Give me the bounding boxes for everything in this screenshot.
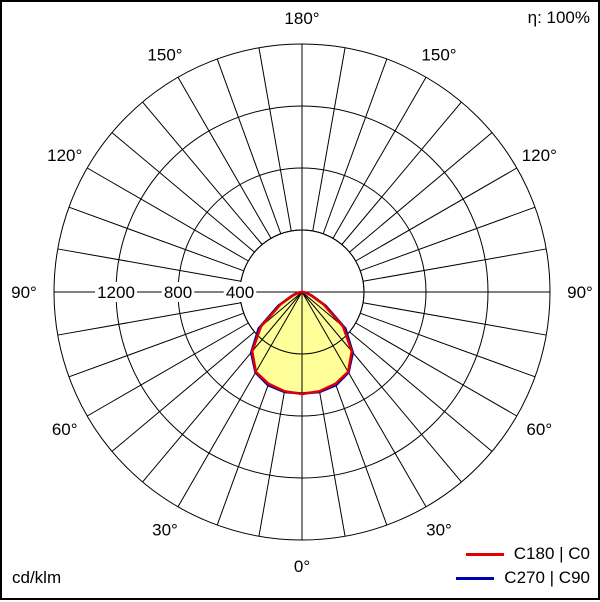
grid-spoke bbox=[68, 312, 244, 378]
grid-spoke bbox=[142, 339, 263, 483]
grid-spoke-over-fill bbox=[251, 291, 303, 352]
angle-label-bg bbox=[563, 281, 597, 303]
radial-tick-label: 400 bbox=[226, 283, 254, 302]
grid-spoke bbox=[362, 248, 547, 282]
grid-spoke bbox=[360, 312, 536, 378]
grid-spoke bbox=[111, 132, 255, 253]
grid-spoke-over-fill bbox=[301, 291, 353, 352]
grid-spoke-over-fill bbox=[255, 291, 303, 373]
grid-spoke-over-fill bbox=[260, 291, 303, 327]
grid-spoke bbox=[349, 132, 493, 253]
grid-spoke bbox=[322, 58, 388, 234]
grid-spoke bbox=[341, 339, 462, 483]
angle-label: 60° bbox=[526, 420, 552, 439]
grid-spoke bbox=[349, 331, 493, 452]
grid-spoke bbox=[57, 302, 242, 336]
grid-spoke bbox=[341, 101, 462, 245]
series-curve-c180-c0 bbox=[250, 290, 354, 396]
angle-label: 150° bbox=[421, 46, 456, 65]
grid-spoke bbox=[68, 206, 244, 272]
angle-label-bg bbox=[281, 7, 323, 29]
grid-spoke bbox=[355, 322, 518, 417]
grid-spoke bbox=[332, 76, 427, 239]
radial-tick-label: 800 bbox=[164, 283, 192, 302]
grid-spoke bbox=[111, 331, 255, 452]
angle-label: 30° bbox=[426, 520, 452, 539]
legend-label: C270 | C90 bbox=[504, 568, 590, 587]
angle-label: 30° bbox=[152, 520, 178, 539]
legend-label: C180 | C0 bbox=[513, 544, 590, 563]
efficiency-label: η: 100% bbox=[527, 8, 590, 27]
grid-spoke bbox=[258, 47, 292, 232]
grid-spoke-over-fill bbox=[301, 291, 344, 327]
grid-spoke bbox=[355, 167, 518, 262]
tick-label-bg bbox=[95, 282, 137, 302]
grid-spoke bbox=[86, 322, 249, 417]
grid-spoke-over-fill bbox=[301, 291, 349, 373]
angle-label-bg bbox=[290, 555, 314, 577]
legend-swatch bbox=[456, 576, 495, 580]
angle-label: 120° bbox=[522, 146, 557, 165]
angle-label-bg bbox=[7, 281, 41, 303]
angle-label: 60° bbox=[52, 420, 78, 439]
angle-label: 90° bbox=[567, 283, 593, 302]
angle-label: 150° bbox=[147, 46, 182, 65]
angle-label: 90° bbox=[11, 283, 37, 302]
grid-spoke bbox=[142, 101, 263, 245]
grid-spoke bbox=[57, 248, 242, 282]
unit-label: cd/klm bbox=[12, 568, 62, 587]
legend-item-c270-c90: C270 | C90 bbox=[456, 568, 590, 588]
tick-label-bg bbox=[223, 282, 257, 302]
legend-swatch bbox=[465, 552, 504, 556]
grid-spoke bbox=[86, 167, 249, 262]
grid-spoke bbox=[360, 206, 536, 272]
grid-spoke bbox=[177, 76, 272, 239]
angle-label: 180° bbox=[284, 9, 319, 28]
angle-label: 120° bbox=[47, 146, 82, 165]
tick-label-bg bbox=[161, 282, 195, 302]
radial-tick-label: 1200 bbox=[97, 283, 135, 302]
legend-item-c180-c0: C180 | C0 bbox=[465, 544, 590, 564]
angle-label: 0° bbox=[294, 557, 310, 576]
grid-spoke bbox=[312, 47, 346, 232]
grid-spoke bbox=[362, 302, 547, 336]
grid-spoke bbox=[216, 58, 282, 234]
